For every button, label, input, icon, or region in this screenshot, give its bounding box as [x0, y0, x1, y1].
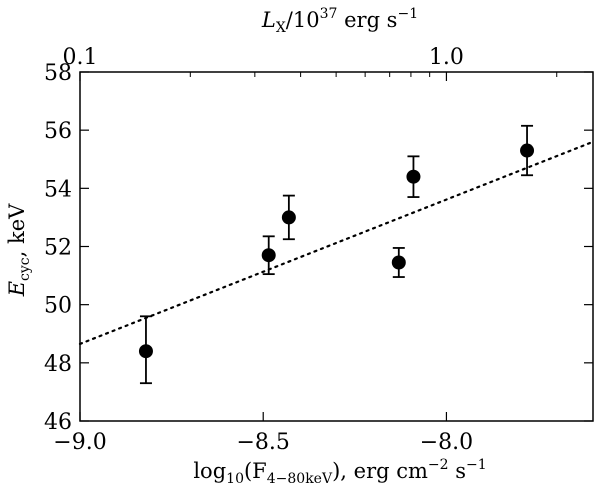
y-tick-label: 56 — [44, 119, 72, 144]
top-axis-label-unit-exp: −1 — [397, 6, 418, 22]
x-axis-label-mid: s — [449, 459, 466, 483]
y-tick-label: 52 — [44, 236, 72, 261]
data-marker — [520, 143, 535, 158]
y-tick-label: 54 — [44, 177, 72, 202]
x-tick-label: −8.5 — [237, 430, 290, 455]
top-axis-label: LX/1037 erg s−1 — [261, 6, 418, 36]
data-point — [520, 124, 535, 177]
top-tick-label: 1.0 — [429, 45, 464, 70]
y-tick-label: 58 — [44, 61, 72, 86]
top-axis-label-sub: X — [276, 20, 286, 36]
fit-line — [78, 140, 595, 346]
y-tick-label: 48 — [44, 352, 72, 377]
data-marker — [261, 248, 276, 263]
top-tick-label: 0.1 — [63, 45, 98, 70]
x-axis-label-exp2: −1 — [466, 457, 487, 473]
x-axis-label: log10(F4−80keV), erg cm−2 s−1 — [193, 457, 486, 487]
x-axis-label-log-sub: 10 — [226, 471, 244, 487]
top-axis-label-exp: 37 — [320, 6, 338, 22]
points-layer — [138, 124, 535, 385]
top-axis-label-mid: /10 — [286, 8, 320, 32]
data-point — [391, 247, 406, 278]
x-tick-label: −9.0 — [53, 430, 106, 455]
x-axis-label-exp1: −2 — [428, 457, 449, 473]
data-point — [281, 194, 296, 241]
top-axis-label-unit: erg s — [337, 8, 397, 32]
y-axis-label-sub: cyc — [17, 257, 33, 281]
x-axis-label-flux-sub: 4−80keV — [267, 471, 333, 487]
ticks-layer: −9.0 −8.5 −8.0 46 48 50 52 54 56 580.1 1.0 — [44, 45, 593, 455]
data-marker — [281, 210, 296, 225]
fit-layer — [78, 140, 595, 346]
top-axis-label-var: L — [261, 8, 276, 32]
x-axis-label-open: (F — [244, 459, 267, 483]
x-axis-label-log: log — [193, 459, 226, 483]
y-axis-label-var: E — [5, 281, 29, 297]
data-point — [138, 315, 153, 385]
data-marker — [406, 169, 421, 184]
y-axis-label-rest: , keV — [5, 203, 29, 258]
plot-frame — [79, 71, 594, 422]
data-marker — [138, 344, 153, 359]
data-point — [406, 155, 421, 198]
y-tick-label: 50 — [44, 294, 72, 319]
x-axis-label-close: ), erg cm — [332, 459, 428, 483]
data-point — [261, 235, 276, 276]
data-marker — [391, 255, 406, 270]
x-tick-label: −8.0 — [420, 430, 473, 455]
y-axis-label: Ecyc, keV — [5, 203, 33, 297]
y-tick-label: 46 — [44, 410, 72, 435]
